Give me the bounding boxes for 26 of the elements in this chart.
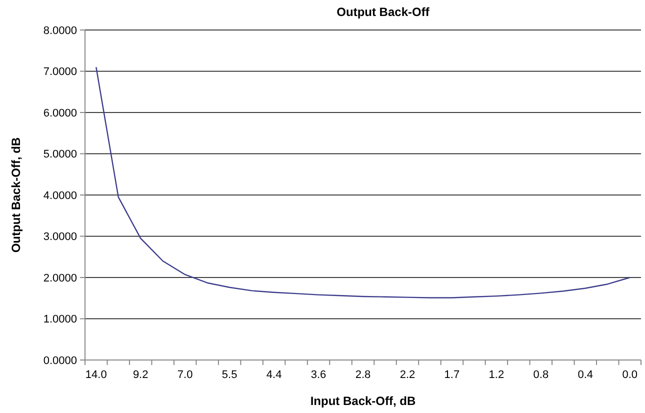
x-tick-label: 2.8 [355,369,371,381]
x-tick-label: 1.7 [444,369,460,381]
y-tick-label: 8.0000 [43,24,77,37]
y-tick-label: 0.0000 [43,354,77,367]
x-tick-label: 7.0 [177,369,193,381]
x-tick-label: 14.0 [85,369,107,381]
y-tick-label: 1.0000 [43,314,77,326]
chart-title: Output Back-Off [336,5,430,19]
y-axis-title: Output Back-Off, dB [9,137,23,253]
x-tick-label: 2.2 [400,369,416,381]
y-tick-label: 3.0000 [43,231,77,244]
y-tick-label: 4.0000 [43,190,77,202]
y-tick-label: 2.0000 [43,272,77,284]
x-tick-label: 3.6 [310,369,326,381]
x-axis-title: Input Back-Off, dB [310,394,416,408]
x-tick-label: 0.0 [622,369,638,381]
y-tick-label: 5.0000 [43,148,77,161]
x-tick-label: 9.2 [132,369,148,381]
x-tick-label: 0.8 [533,369,549,381]
y-tick-label: 7.0000 [43,66,77,78]
x-tick-label: 5.5 [222,369,238,381]
x-tick-label: 1.2 [488,369,504,381]
line-series [96,66,630,298]
x-tick-label: 0.4 [578,369,594,381]
x-tick-label: 4.4 [266,369,282,381]
y-tick-label: 6.0000 [43,107,77,120]
